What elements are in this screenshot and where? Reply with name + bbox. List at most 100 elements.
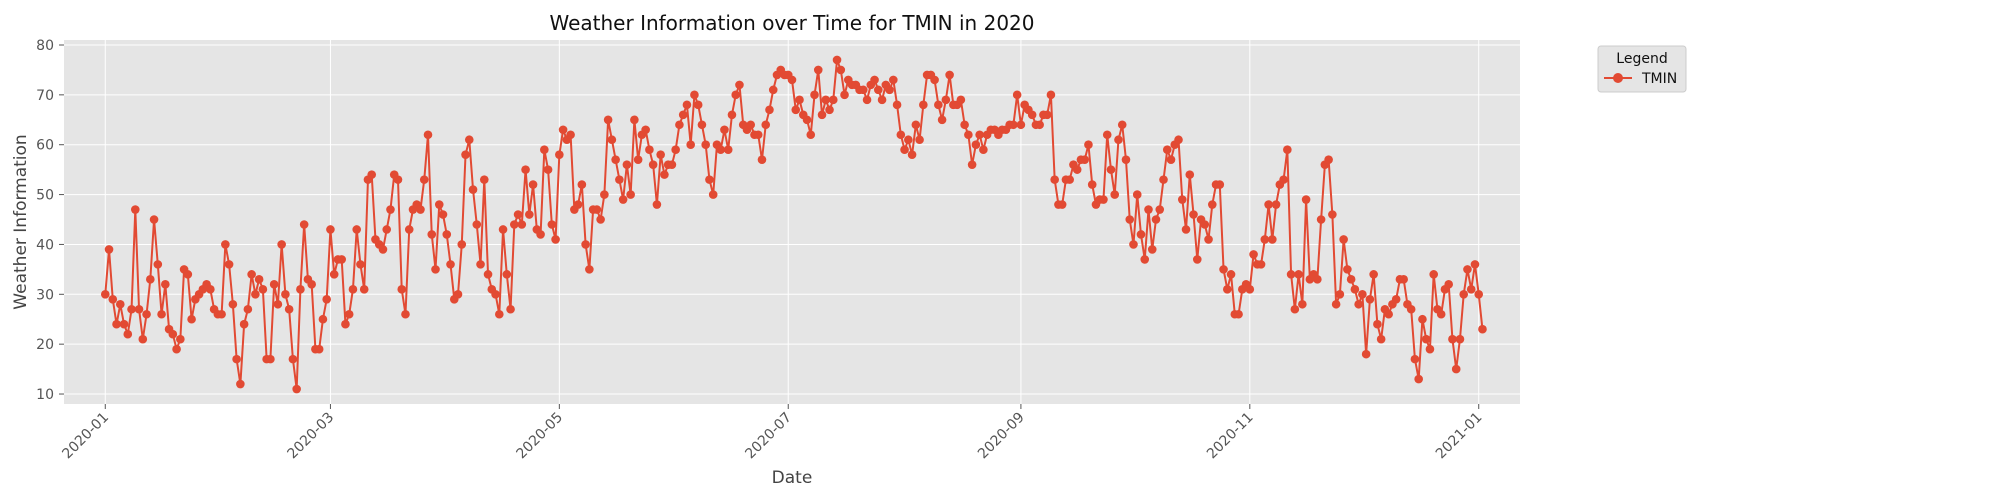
data-point [1331,299,1341,309]
data-point [817,110,827,120]
data-point [206,285,215,294]
data-point [626,190,635,199]
data-point [1117,120,1127,130]
data-point [622,160,632,169]
data-point [1286,270,1296,279]
data-point [964,130,973,140]
data-point [960,120,969,130]
legend: Legend TMIN [1597,45,1687,93]
data-point [1391,294,1401,304]
data-point [1162,145,1172,154]
data-point [566,130,575,140]
data-point [292,384,301,394]
data-point [1264,200,1273,209]
data-point [1125,215,1135,224]
data-point [1132,190,1142,199]
data-point [667,160,677,169]
data-point [1223,285,1232,294]
data-point [146,275,155,284]
data-point [787,75,797,85]
data-point [1042,110,1052,120]
data-point [907,150,917,159]
x-axis-title: Date [772,468,813,488]
data-point [1256,260,1266,269]
data-point [1260,235,1270,244]
data-point [551,235,560,244]
data-point [138,334,148,344]
data-point [791,105,801,115]
data-point [266,354,275,364]
data-point [1376,334,1386,344]
data-point [239,319,249,329]
data-point [1072,165,1082,174]
data-point [378,245,388,254]
data-point [483,270,493,279]
data-point [221,240,230,249]
data-point [461,150,470,159]
data-point [697,120,707,130]
data-point [254,275,264,284]
data-point [1057,200,1067,209]
data-point [382,225,392,234]
data-point [1189,210,1198,219]
data-point [716,145,725,154]
data-point [438,210,448,219]
data-point [479,175,489,184]
data-point [543,165,553,174]
data-point [979,145,988,154]
x-tick-label: 2020-03 [285,410,338,463]
data-point [258,285,268,294]
data-point [1234,309,1243,319]
data-point [753,130,763,140]
data-point [813,65,823,75]
data-point [1035,120,1044,130]
data-point [592,205,602,214]
data-point [427,230,437,239]
data-point [536,230,545,239]
data-point [720,125,729,135]
data-point [1174,135,1183,145]
data-point [1444,280,1453,289]
data-point [874,85,883,95]
data-point [1301,195,1311,204]
data-point [476,260,485,269]
y-tick-label: 50 [36,188,54,204]
data-point [840,90,849,100]
data-point [585,265,594,274]
data-point [1219,265,1228,274]
data-point [630,115,639,125]
data-point [299,220,309,229]
data-point [502,270,512,279]
data-point [660,170,669,179]
data-point [1298,299,1307,309]
data-point [1009,120,1018,130]
data-point [506,304,515,314]
y-tick-label: 40 [36,237,54,253]
data-point [224,260,234,269]
y-tick-label: 30 [36,287,54,303]
data-point [1166,155,1176,164]
data-point [1425,344,1435,354]
data-point [1448,334,1457,344]
data-point [731,90,741,100]
data-point [1294,270,1303,279]
data-point [934,100,943,110]
data-point [915,135,924,145]
data-point [1177,195,1187,204]
data-point [1290,304,1300,314]
data-point [600,190,609,199]
data-point [228,299,238,309]
data-point [431,265,440,274]
data-point [168,329,178,339]
data-point [127,304,136,314]
data-point [491,290,500,299]
data-point [1200,220,1210,229]
grid [59,40,1520,409]
data-point [277,240,286,249]
data-point [877,95,887,105]
data-point [892,100,902,110]
data-point [1114,135,1123,145]
data-point [251,290,260,299]
data-point [765,105,774,115]
data-point [528,180,538,189]
